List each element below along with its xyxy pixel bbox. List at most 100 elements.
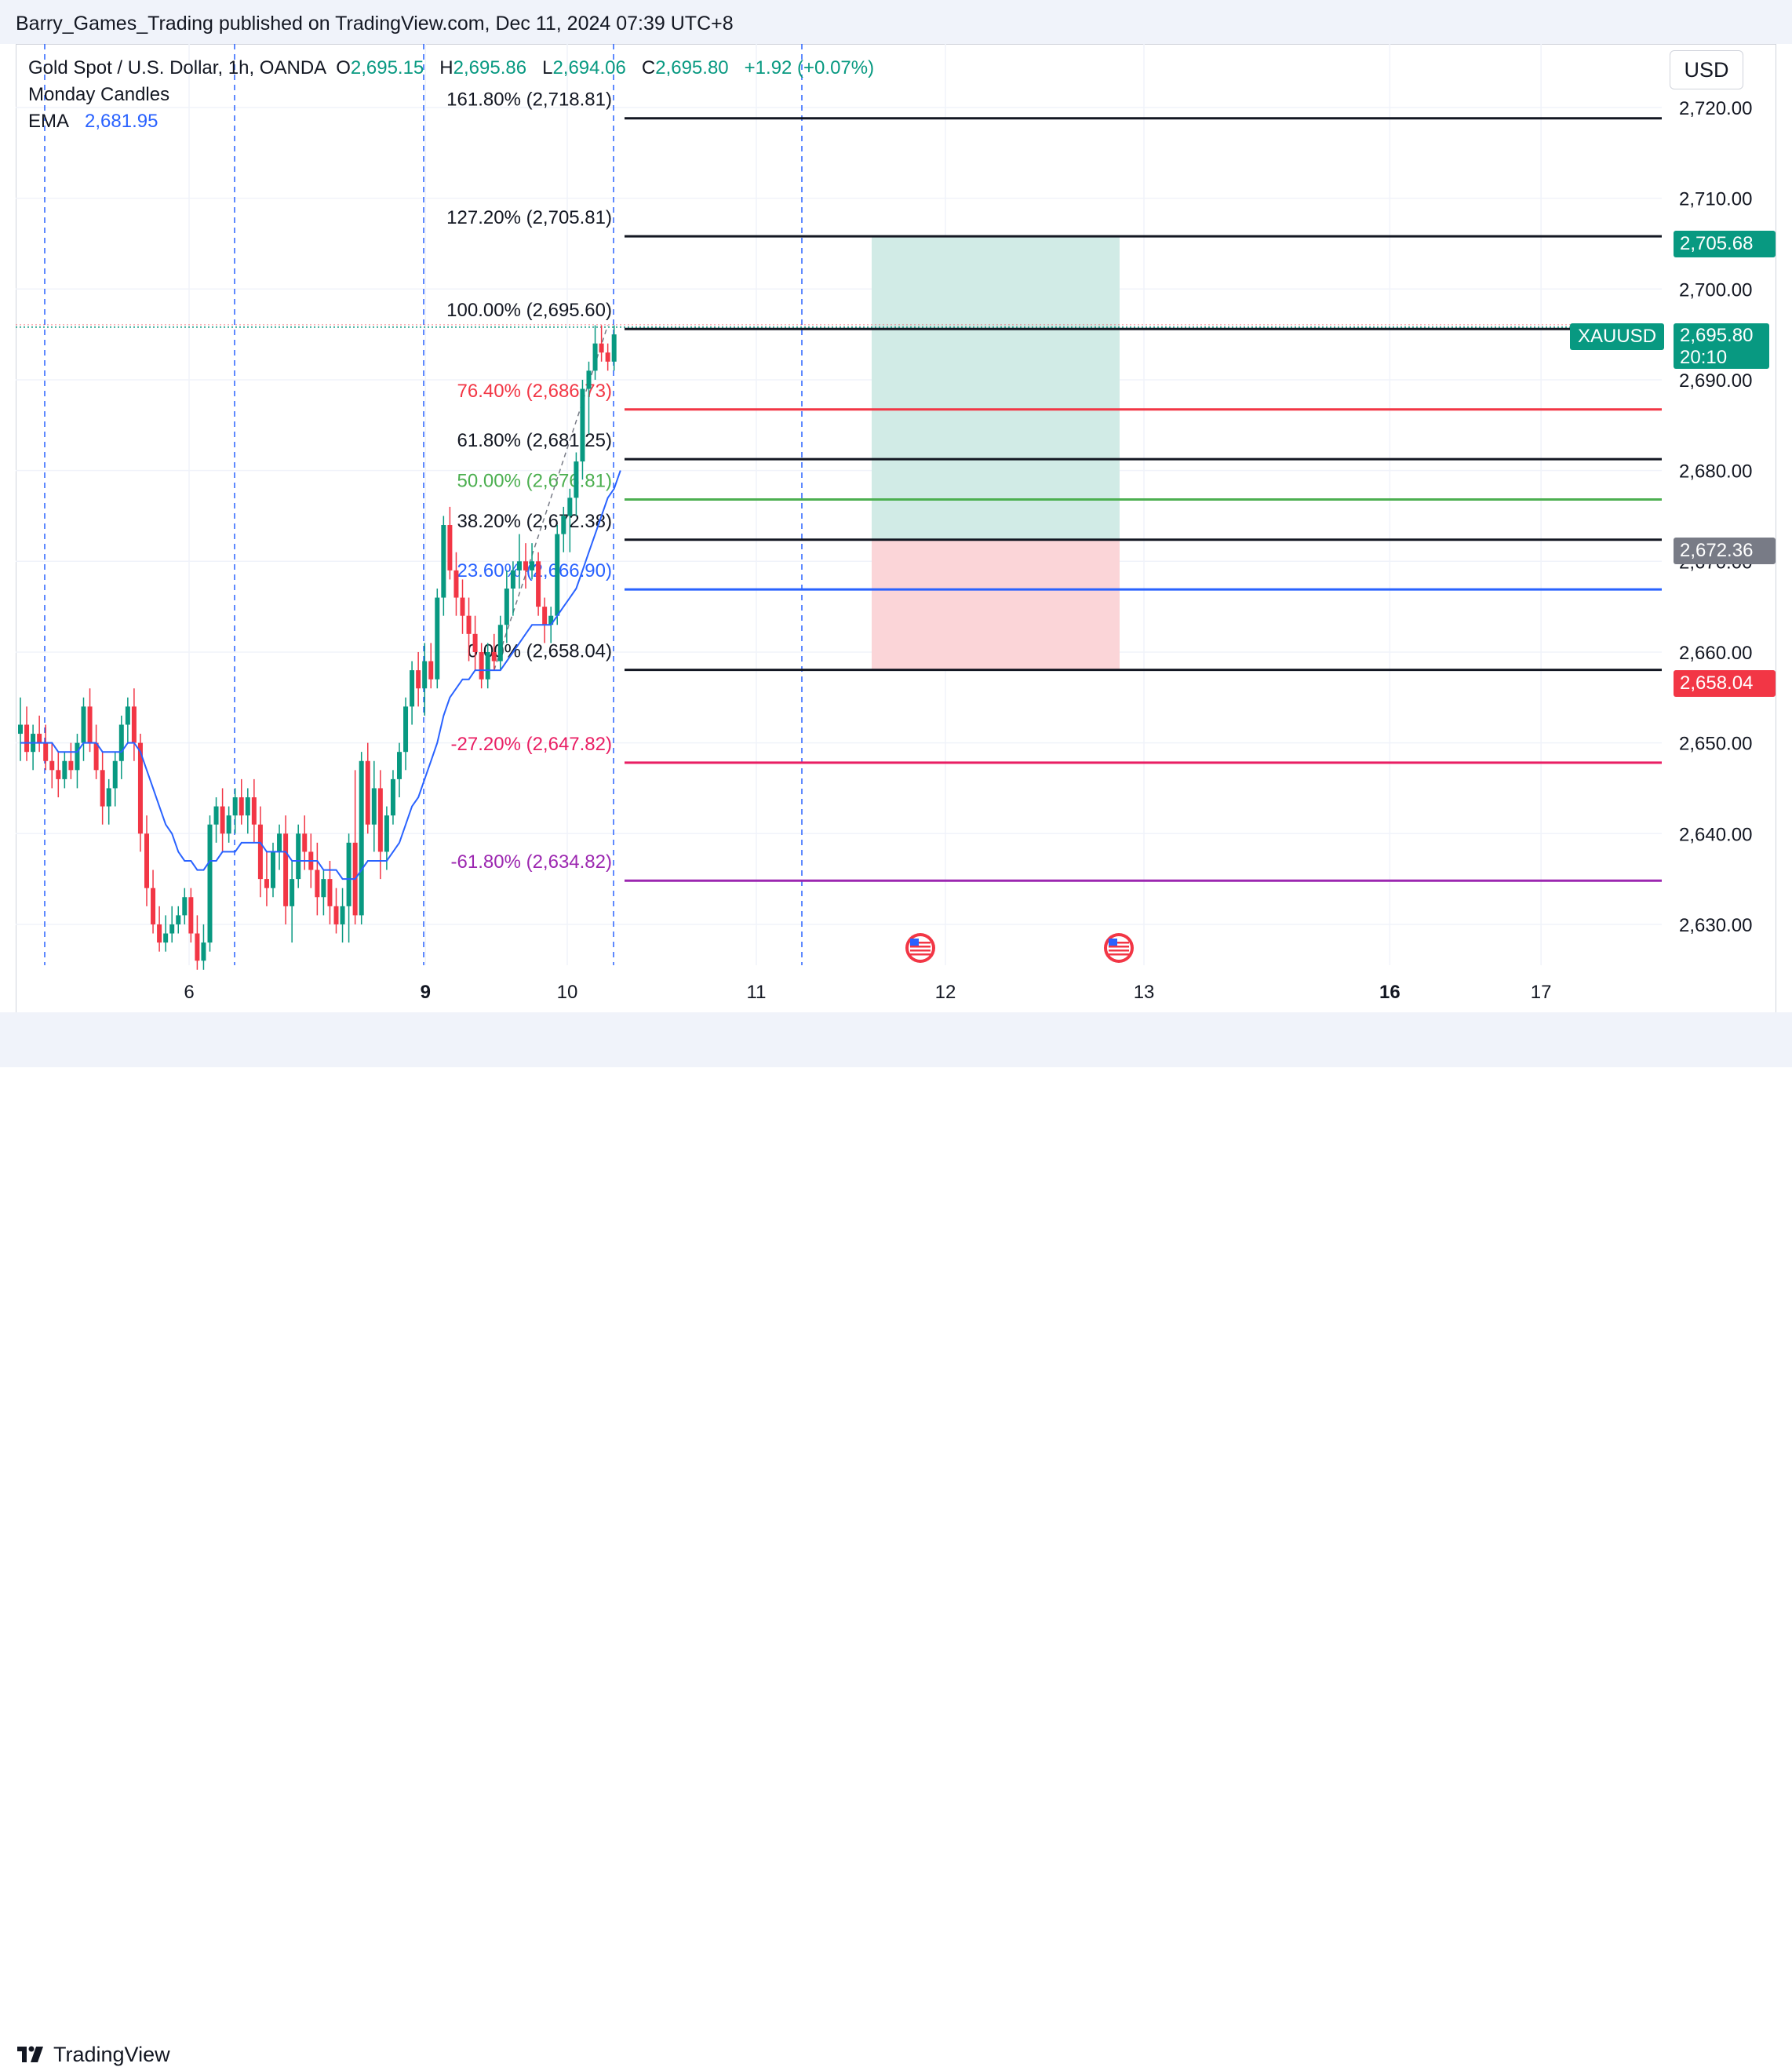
current-price-tag: 2,695.80 20:10 (1674, 323, 1769, 369)
x-axis-tick-label: 17 (1531, 982, 1552, 1003)
candle-body (290, 879, 295, 906)
candle-body (327, 879, 333, 906)
fib-level-label: 23.60% (2,666.90) (457, 560, 612, 581)
candle-body (271, 851, 275, 888)
candle-body (453, 570, 459, 598)
tradingview-logo[interactable]: TradingView (16, 2042, 170, 2067)
candle-body (163, 933, 169, 943)
candle-body (195, 933, 200, 961)
indicator-label: Monday Candles (28, 84, 170, 105)
candle-body (504, 588, 509, 625)
x-axis-tick-label: 11 (747, 982, 767, 1003)
candle-body (257, 824, 263, 880)
candle-body (321, 879, 326, 898)
fib-level-label: 0.00% (2,658.04) (468, 641, 612, 662)
candle-body (523, 561, 528, 571)
close-value: 2,695.80 (655, 57, 729, 78)
us-economic-event-icon (1104, 933, 1134, 963)
candle-body (435, 597, 440, 680)
candle-body (359, 760, 364, 916)
candle-body (151, 888, 156, 924)
candle-body (510, 570, 515, 589)
candle-body (169, 924, 175, 934)
candle-body (75, 742, 80, 771)
fib-level-label: -61.80% (2,634.82) (451, 851, 612, 873)
candle-body (365, 760, 370, 825)
candle-body (283, 833, 289, 906)
candle-body (144, 833, 149, 888)
indicator-monday-candles[interactable]: Monday Candles (28, 82, 874, 108)
candle-body (340, 906, 345, 924)
candle-body (403, 706, 409, 753)
change-value: +1.92 (+0.07%) (744, 57, 875, 78)
y-axis-tick-label: 2,690.00 (1679, 370, 1752, 392)
chart-legend: Gold Spot / U.S. Dollar, 1h, OANDA O2,69… (28, 55, 874, 135)
event-flag-canton (910, 939, 919, 946)
candle-body (100, 770, 105, 807)
candle-body (125, 706, 130, 725)
candle-body (245, 797, 250, 816)
event-flag-stripe (910, 942, 931, 944)
candle-body (536, 561, 541, 607)
event-flag-stripe (1109, 950, 1129, 952)
us-economic-event-icon (905, 933, 935, 963)
y-axis-tick-label: 2,710.00 (1679, 189, 1752, 210)
candle-body (296, 833, 301, 880)
candle-body (277, 833, 282, 852)
currency-button[interactable]: USD (1670, 50, 1743, 89)
candle-body (416, 670, 421, 689)
candle-body (580, 388, 585, 462)
x-axis-tick-label: 13 (1134, 982, 1155, 1003)
candle-body (460, 597, 465, 616)
event-flag-stripe (910, 946, 931, 948)
low-value: 2,694.06 (552, 57, 626, 78)
candle-body (81, 706, 86, 743)
candle-body (567, 498, 573, 516)
candle-body (561, 516, 566, 534)
candle-body (106, 788, 111, 807)
candle-body (131, 706, 137, 743)
y-axis-tick-label: 2,630.00 (1679, 915, 1752, 936)
y-axis-tick-label: 2,720.00 (1679, 98, 1752, 119)
candle-body (466, 615, 472, 634)
candle-body (201, 942, 206, 961)
indicator-ema[interactable]: EMA 2,681.95 (28, 108, 874, 135)
candle-body (611, 334, 617, 362)
candle-body (599, 343, 604, 353)
published-line: Barry_Games_Trading published on Trading… (16, 13, 734, 35)
y-axis-tick-label: 2,650.00 (1679, 734, 1752, 755)
candle-body (118, 724, 124, 761)
y-axis-tick-label: 2,660.00 (1679, 643, 1752, 664)
ema-value: 2,681.95 (85, 111, 158, 132)
candle-body (49, 760, 55, 771)
y-axis-tick-label: 2,640.00 (1679, 824, 1752, 845)
candle-body (157, 924, 162, 943)
candle-body (428, 661, 434, 680)
stop-loss-zone (872, 539, 1120, 670)
publish-bar: Barry_Games_Trading published on Trading… (0, 0, 1792, 44)
event-flag-stripe (1109, 946, 1129, 948)
candle-body (93, 742, 99, 771)
candle-body (491, 651, 497, 662)
candle-body (264, 879, 269, 888)
candle-body (333, 906, 339, 924)
price-chart[interactable]: 161.80% (2,718.81)127.20% (2,705.81)100.… (0, 0, 1792, 1012)
candle-body (447, 525, 453, 571)
fib-level-label: -27.20% (2,647.82) (451, 734, 612, 755)
candle-body (605, 352, 610, 362)
candle-body (43, 742, 49, 761)
event-flag-stripe (910, 953, 931, 956)
candle-body (213, 806, 219, 825)
candle-body (62, 760, 67, 779)
symbol-name[interactable]: Gold Spot / U.S. Dollar, 1h, OANDA (28, 57, 326, 78)
low-key: L (542, 57, 553, 78)
tradingview-logo-icon (17, 2046, 43, 2062)
candle-body (302, 833, 308, 852)
x-axis-tick-label: 9 (421, 982, 431, 1003)
candle-body (315, 869, 320, 898)
y-axis-tick-label: 2,680.00 (1679, 461, 1752, 483)
candle-body (18, 724, 23, 735)
bar-countdown: 20:10 (1680, 347, 1728, 368)
candle-body (530, 561, 535, 571)
candle-body (68, 760, 74, 771)
